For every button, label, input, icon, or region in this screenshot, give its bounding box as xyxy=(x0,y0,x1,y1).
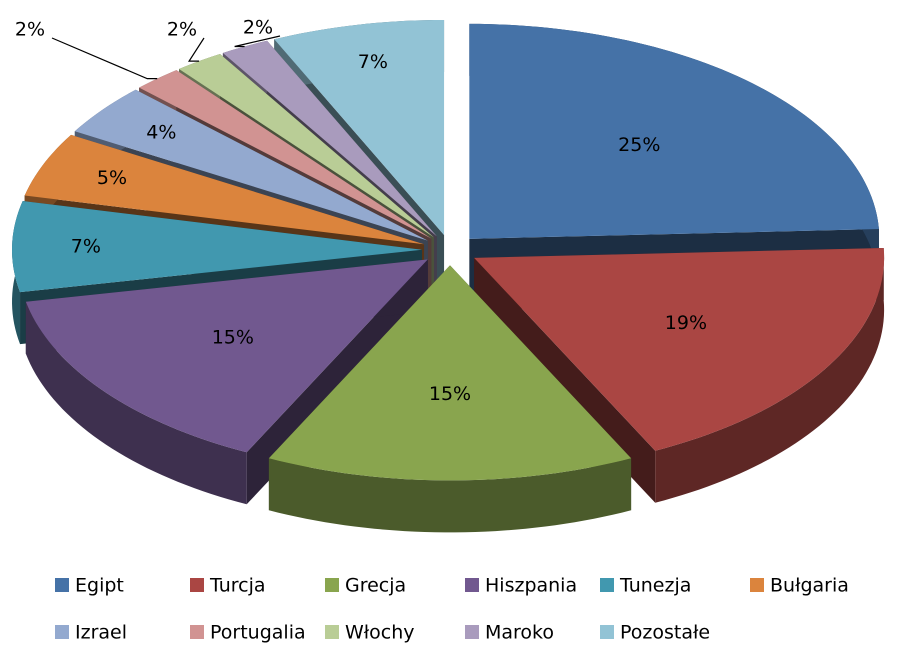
legend-label: Izrael xyxy=(75,622,127,644)
legend-label: Turcja xyxy=(209,575,266,597)
data-label: 5% xyxy=(97,167,127,189)
legend-label: Hiszpania xyxy=(485,575,577,597)
data-label: 7% xyxy=(71,236,101,258)
slice xyxy=(24,134,425,245)
legend-label: Bułgaria xyxy=(770,575,849,597)
slice xyxy=(139,70,432,239)
legend-label: Egipt xyxy=(75,575,124,597)
slice xyxy=(474,248,885,451)
slice xyxy=(74,89,428,241)
slice-wall xyxy=(25,301,247,505)
legend-swatch xyxy=(55,578,69,592)
slice xyxy=(25,259,428,453)
legend-label: Włochy xyxy=(345,622,415,644)
slice xyxy=(179,53,434,238)
slice xyxy=(268,265,632,533)
legend-swatch xyxy=(600,578,614,592)
legend-swatch xyxy=(465,578,479,592)
data-label: 15% xyxy=(429,383,471,405)
leader-line xyxy=(187,37,205,62)
data-label: 2% xyxy=(243,17,273,39)
data-label: 2% xyxy=(167,19,197,41)
data-label: 25% xyxy=(618,134,660,156)
data-label: 19% xyxy=(665,312,707,334)
legend-swatch xyxy=(750,578,764,592)
legend-swatch xyxy=(190,578,204,592)
slice-wall xyxy=(655,248,885,503)
data-label: 7% xyxy=(358,51,388,73)
slice xyxy=(469,23,879,239)
legend-swatch xyxy=(325,625,339,639)
legend-swatch xyxy=(325,578,339,592)
legend-swatch xyxy=(190,625,204,639)
legend-label: Portugalia xyxy=(210,622,306,644)
slice xyxy=(222,40,437,237)
slice xyxy=(12,201,423,293)
slice xyxy=(274,19,445,235)
legend-label: Tunezja xyxy=(619,575,691,597)
leader-line xyxy=(234,35,281,48)
data-label: 4% xyxy=(146,122,176,144)
legend-label: Grecja xyxy=(345,575,406,597)
legend-label: Maroko xyxy=(485,622,554,644)
data-label: 2% xyxy=(15,19,45,41)
legend-swatch xyxy=(55,625,69,639)
slice-wall xyxy=(268,458,632,533)
legend-label: Pozostałe xyxy=(620,622,710,644)
legend-swatch xyxy=(600,625,614,639)
slice xyxy=(268,265,632,481)
data-label: 15% xyxy=(212,327,254,349)
leader-line xyxy=(51,37,158,80)
legend-swatch xyxy=(465,625,479,639)
